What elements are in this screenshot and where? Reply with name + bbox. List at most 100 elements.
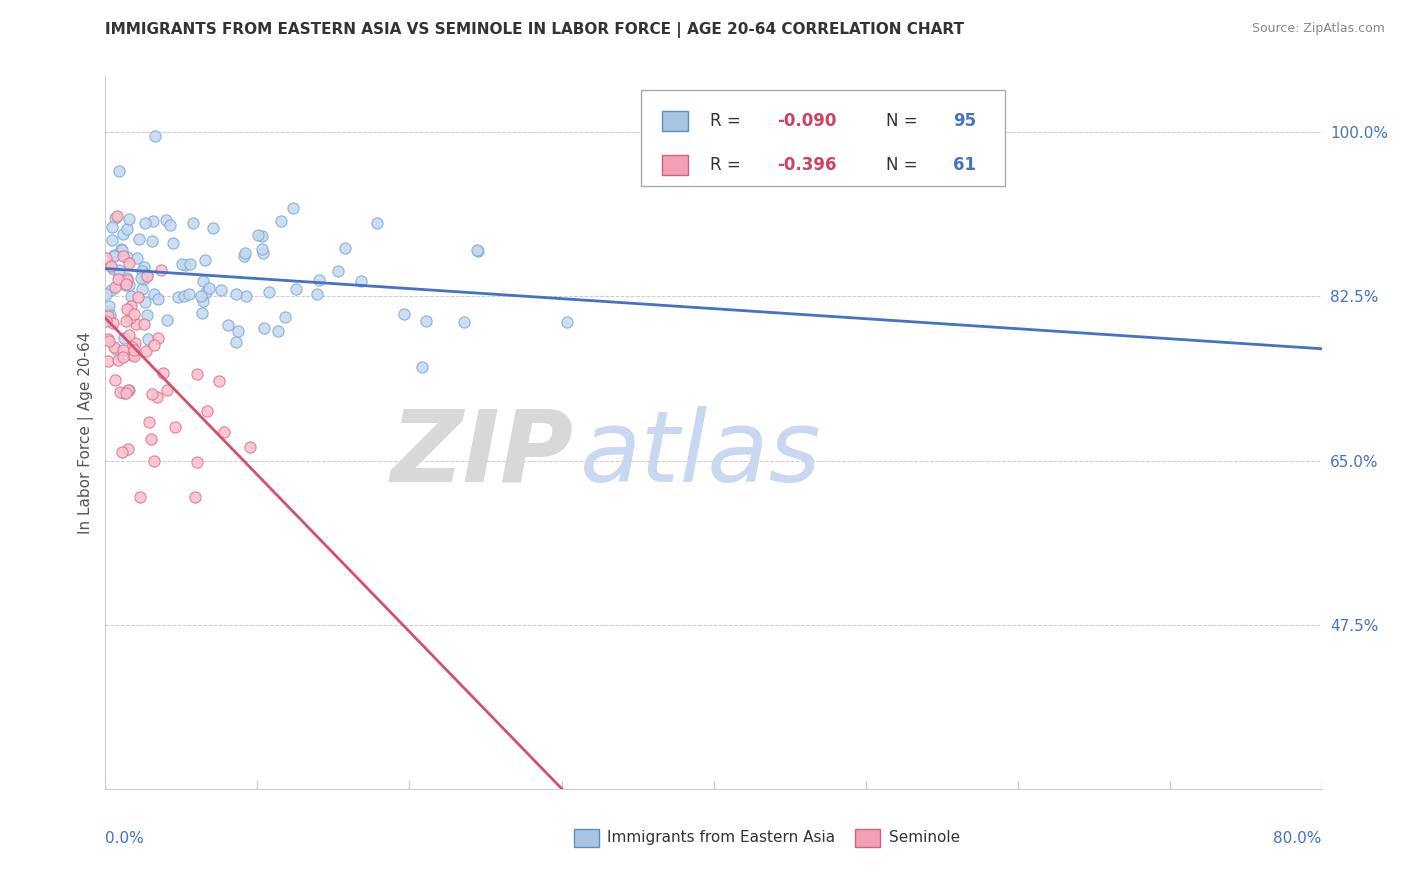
Point [202,220,225,235]
Point [103,248,125,262]
Point [267,325,290,339]
Point [193,294,215,309]
Point [148,331,170,345]
Point [108,267,131,281]
Point [194,252,217,267]
Point [142,338,165,352]
Point [228,324,250,338]
Point [104,280,127,294]
Point [115,271,138,285]
Point [132,260,155,275]
Point [115,385,138,400]
Point [141,235,163,249]
FancyBboxPatch shape [662,111,688,131]
Text: IMMIGRANTS FROM EASTERN ASIA VS SEMINOLE IN LABOR FORCE | AGE 20-64 CORRELATION : IMMIGRANTS FROM EASTERN ASIA VS SEMINOLE… [105,22,965,38]
Y-axis label: In Labor Force | Age 20-64: In Labor Force | Age 20-64 [79,332,94,533]
Point [101,220,124,235]
Point [94,314,117,328]
Point [94,287,117,301]
Point [235,289,257,303]
Point [104,211,127,226]
Point [121,348,143,362]
Point [124,335,146,350]
Point [100,259,122,273]
Point [120,299,142,313]
Text: Immigrants from Eastern Asia: Immigrants from Eastern Asia [607,830,835,845]
Point [118,212,141,227]
Point [191,275,214,289]
Point [98,334,121,349]
Point [198,281,221,295]
Point [555,315,578,329]
Point [117,442,139,457]
Text: N =: N = [886,156,924,174]
Point [465,243,488,257]
Point [392,307,415,321]
Point [177,287,200,301]
Point [129,270,152,285]
Point [186,455,208,469]
Point [143,286,166,301]
Point [326,264,349,278]
Point [122,350,145,364]
Point [96,251,118,265]
Point [105,342,128,356]
Point [135,344,157,359]
Text: 61: 61 [953,156,976,174]
Point [191,306,214,320]
FancyBboxPatch shape [662,155,688,175]
Point [97,309,120,323]
Point [108,385,131,400]
Point [284,282,307,296]
Text: 0.0%: 0.0% [105,831,145,847]
Point [146,292,169,306]
Text: -0.396: -0.396 [776,156,837,174]
Point [152,366,174,380]
Point [105,209,128,223]
Point [415,313,437,327]
Point [217,318,239,332]
Point [101,233,124,247]
Point [167,290,190,304]
Point [156,383,179,397]
Point [132,272,155,286]
Point [136,268,159,283]
Text: Seminole: Seminole [889,830,960,845]
Point [209,283,232,297]
Point [225,287,247,301]
Point [118,383,141,397]
Point [122,343,145,358]
Point [111,249,134,263]
Point [112,386,135,401]
Point [124,317,146,331]
Point [117,383,139,397]
Point [143,454,166,468]
Point [150,262,173,277]
Point [112,331,135,345]
Point [172,257,194,271]
Point [246,228,269,243]
Point [156,313,179,327]
Point [117,273,139,287]
Point [128,232,150,246]
Text: R =: R = [710,112,747,130]
Point [274,310,297,325]
Point [141,387,163,401]
Point [132,317,155,331]
Point [136,308,159,322]
Point [115,222,138,236]
Point [108,263,131,277]
Point [283,201,305,215]
Point [162,235,184,250]
Point [110,243,132,257]
Text: ZIP: ZIP [391,406,574,502]
Point [127,290,149,304]
Point [186,367,208,381]
Point [118,256,141,270]
Text: N =: N = [886,112,924,130]
Point [453,315,475,329]
Point [146,390,169,404]
Point [195,285,218,299]
Point [107,353,129,368]
Point [139,432,162,446]
